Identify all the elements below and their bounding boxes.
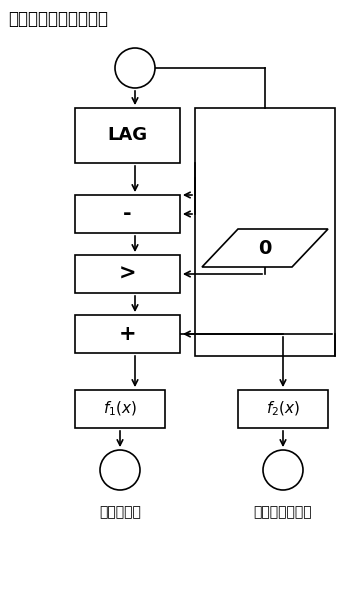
Bar bbox=[75, 390, 165, 428]
Text: $f_1(x)$: $f_1(x)$ bbox=[103, 400, 137, 418]
Text: 炉膛出口氮氧化物含量: 炉膛出口氮氧化物含量 bbox=[8, 10, 108, 28]
Circle shape bbox=[115, 48, 155, 88]
Bar bbox=[75, 315, 180, 353]
Text: 氧量修正量: 氧量修正量 bbox=[99, 505, 141, 519]
Bar bbox=[238, 390, 328, 428]
Bar bbox=[75, 108, 180, 163]
Polygon shape bbox=[202, 229, 328, 267]
Text: -: - bbox=[123, 204, 132, 224]
Text: $f_2(x)$: $f_2(x)$ bbox=[266, 400, 300, 418]
Text: >: > bbox=[119, 264, 136, 284]
Bar bbox=[75, 195, 180, 233]
Text: 0: 0 bbox=[258, 239, 272, 257]
Circle shape bbox=[100, 450, 140, 490]
Circle shape bbox=[263, 450, 303, 490]
Text: +: + bbox=[119, 324, 136, 344]
Text: LAG: LAG bbox=[107, 127, 148, 145]
Bar bbox=[75, 255, 180, 293]
Text: 二次风门修正量: 二次风门修正量 bbox=[254, 505, 312, 519]
Bar bbox=[195, 108, 335, 356]
